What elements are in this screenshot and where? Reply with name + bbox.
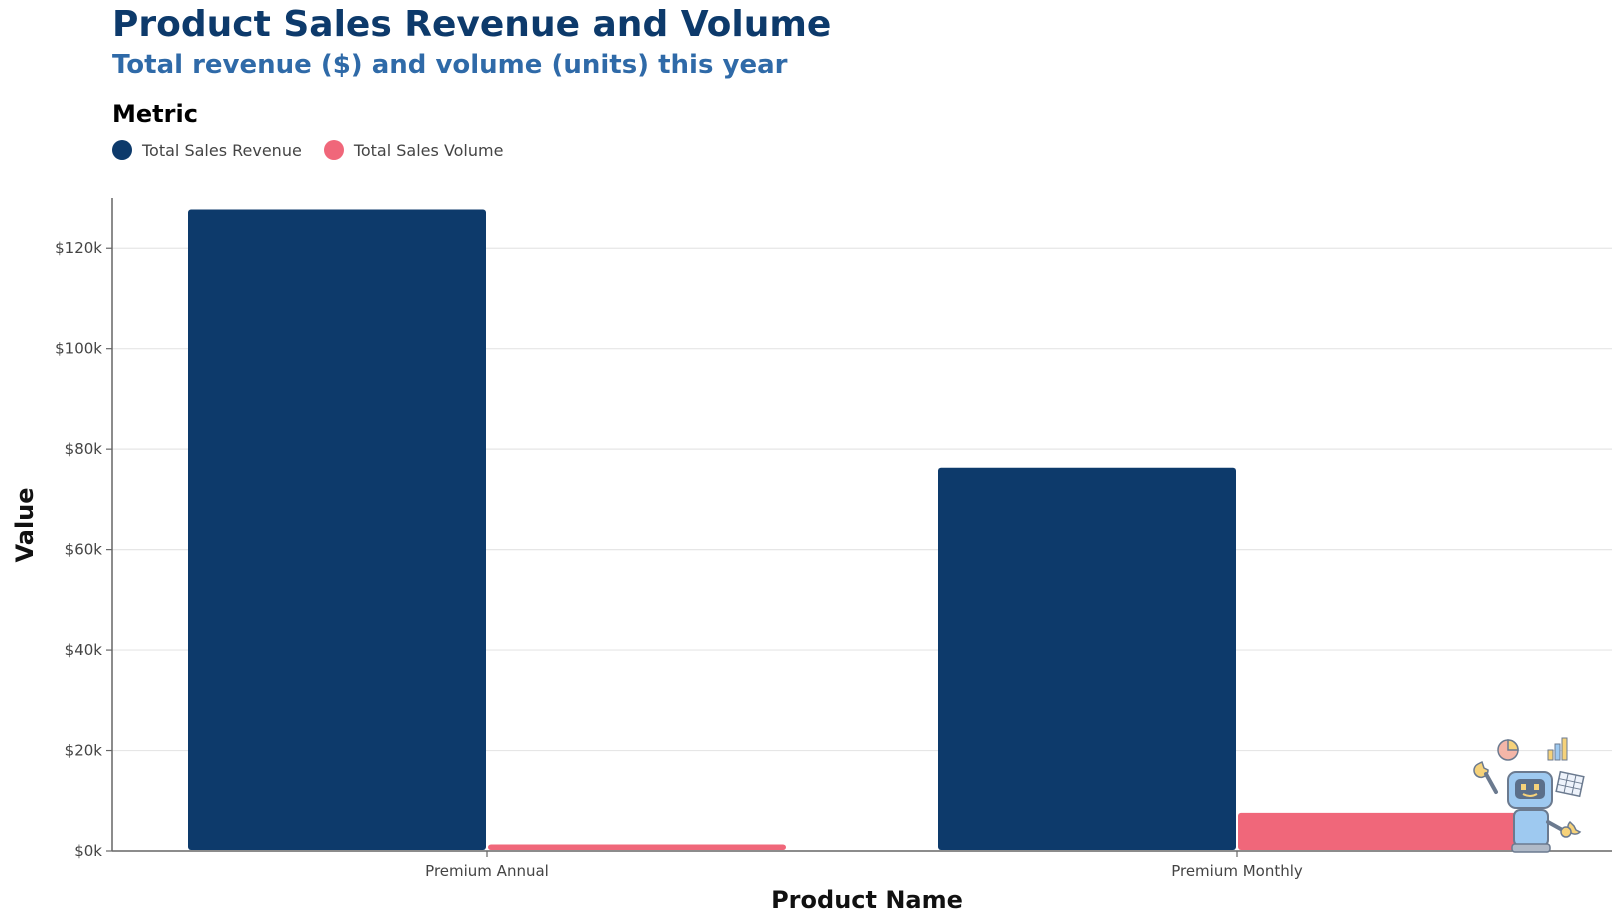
bar-volume-premium-monthly[interactable]	[1238, 812, 1536, 850]
legend: Total Sales Revenue Total Sales Volume	[112, 140, 525, 160]
legend-label-revenue: Total Sales Revenue	[142, 140, 302, 160]
x-tick-label: Premium Annual	[425, 862, 549, 880]
bar-revenue-premium-annual[interactable]	[188, 209, 486, 850]
y-tick-label: $20k	[65, 742, 103, 760]
axes	[111, 198, 1612, 852]
x-axis-title: Product Name	[771, 886, 963, 914]
y-tick-label: $40k	[65, 641, 103, 659]
y-tick-label: $100k	[55, 340, 102, 358]
y-axis-title: Value	[11, 487, 39, 562]
legend-item-revenue[interactable]: Total Sales Revenue	[112, 140, 302, 160]
bars	[188, 209, 1536, 850]
x-tick-label: Premium Monthly	[1171, 862, 1303, 880]
legend-swatch-revenue	[112, 140, 132, 160]
y-tick-label: $120k	[55, 239, 102, 257]
y-tick-label: $60k	[65, 541, 103, 559]
chart-title: Product Sales Revenue and Volume	[112, 4, 832, 45]
y-tick-label: $80k	[65, 440, 103, 458]
legend-title: Metric	[112, 100, 198, 128]
bar-volume-premium-annual[interactable]	[488, 844, 786, 850]
legend-swatch-volume	[323, 140, 344, 160]
chart-subtitle: Total revenue ($) and volume (units) thi…	[112, 50, 788, 80]
y-tick-label: $0k	[74, 842, 102, 860]
bar-revenue-premium-monthly[interactable]	[938, 467, 1236, 850]
tick-labels: $0k $20k $40k $60k $80k $100k $120k Premium Ann…	[55, 239, 1303, 880]
robot-mascot-icon	[1473, 737, 1585, 853]
legend-label-volume: Total Sales Volume	[353, 140, 504, 160]
legend-item-volume[interactable]: Total Sales Volume	[323, 140, 504, 160]
